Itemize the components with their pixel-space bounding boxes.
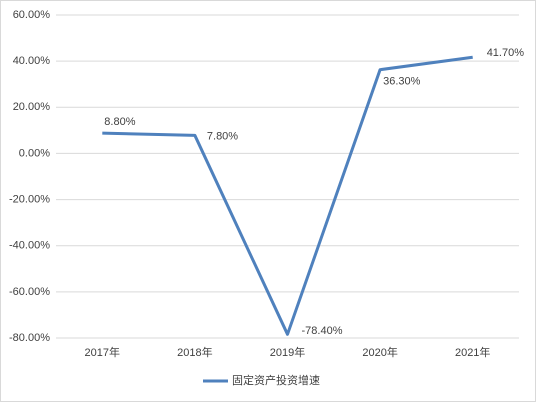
data-label: 8.80% [104, 116, 135, 128]
legend-label: 固定资产投资增速 [232, 373, 320, 387]
data-label: -78.40% [302, 325, 343, 337]
y-tick-label: -40.00% [9, 240, 50, 252]
y-tick-label: -60.00% [9, 286, 50, 298]
y-tick-label: 60.00% [13, 9, 51, 21]
x-tick-label: 2019年 [270, 345, 305, 359]
x-tick-label: 2020年 [362, 345, 397, 359]
data-label: 36.30% [383, 76, 421, 88]
x-tick-label: 2018年 [177, 345, 212, 359]
y-tick-label: -80.00% [9, 332, 50, 344]
x-tick-label: 2021年 [455, 345, 490, 359]
y-tick-label: 0.00% [19, 147, 50, 159]
data-line [102, 55, 473, 336]
x-tick-label: 2017年 [85, 345, 120, 359]
y-tick-label: 40.00% [13, 55, 51, 67]
y-tick-label: -20.00% [9, 193, 50, 205]
data-label: 41.70% [487, 47, 525, 59]
data-label: 7.80% [207, 130, 238, 142]
y-tick-label: 20.00% [13, 101, 51, 113]
